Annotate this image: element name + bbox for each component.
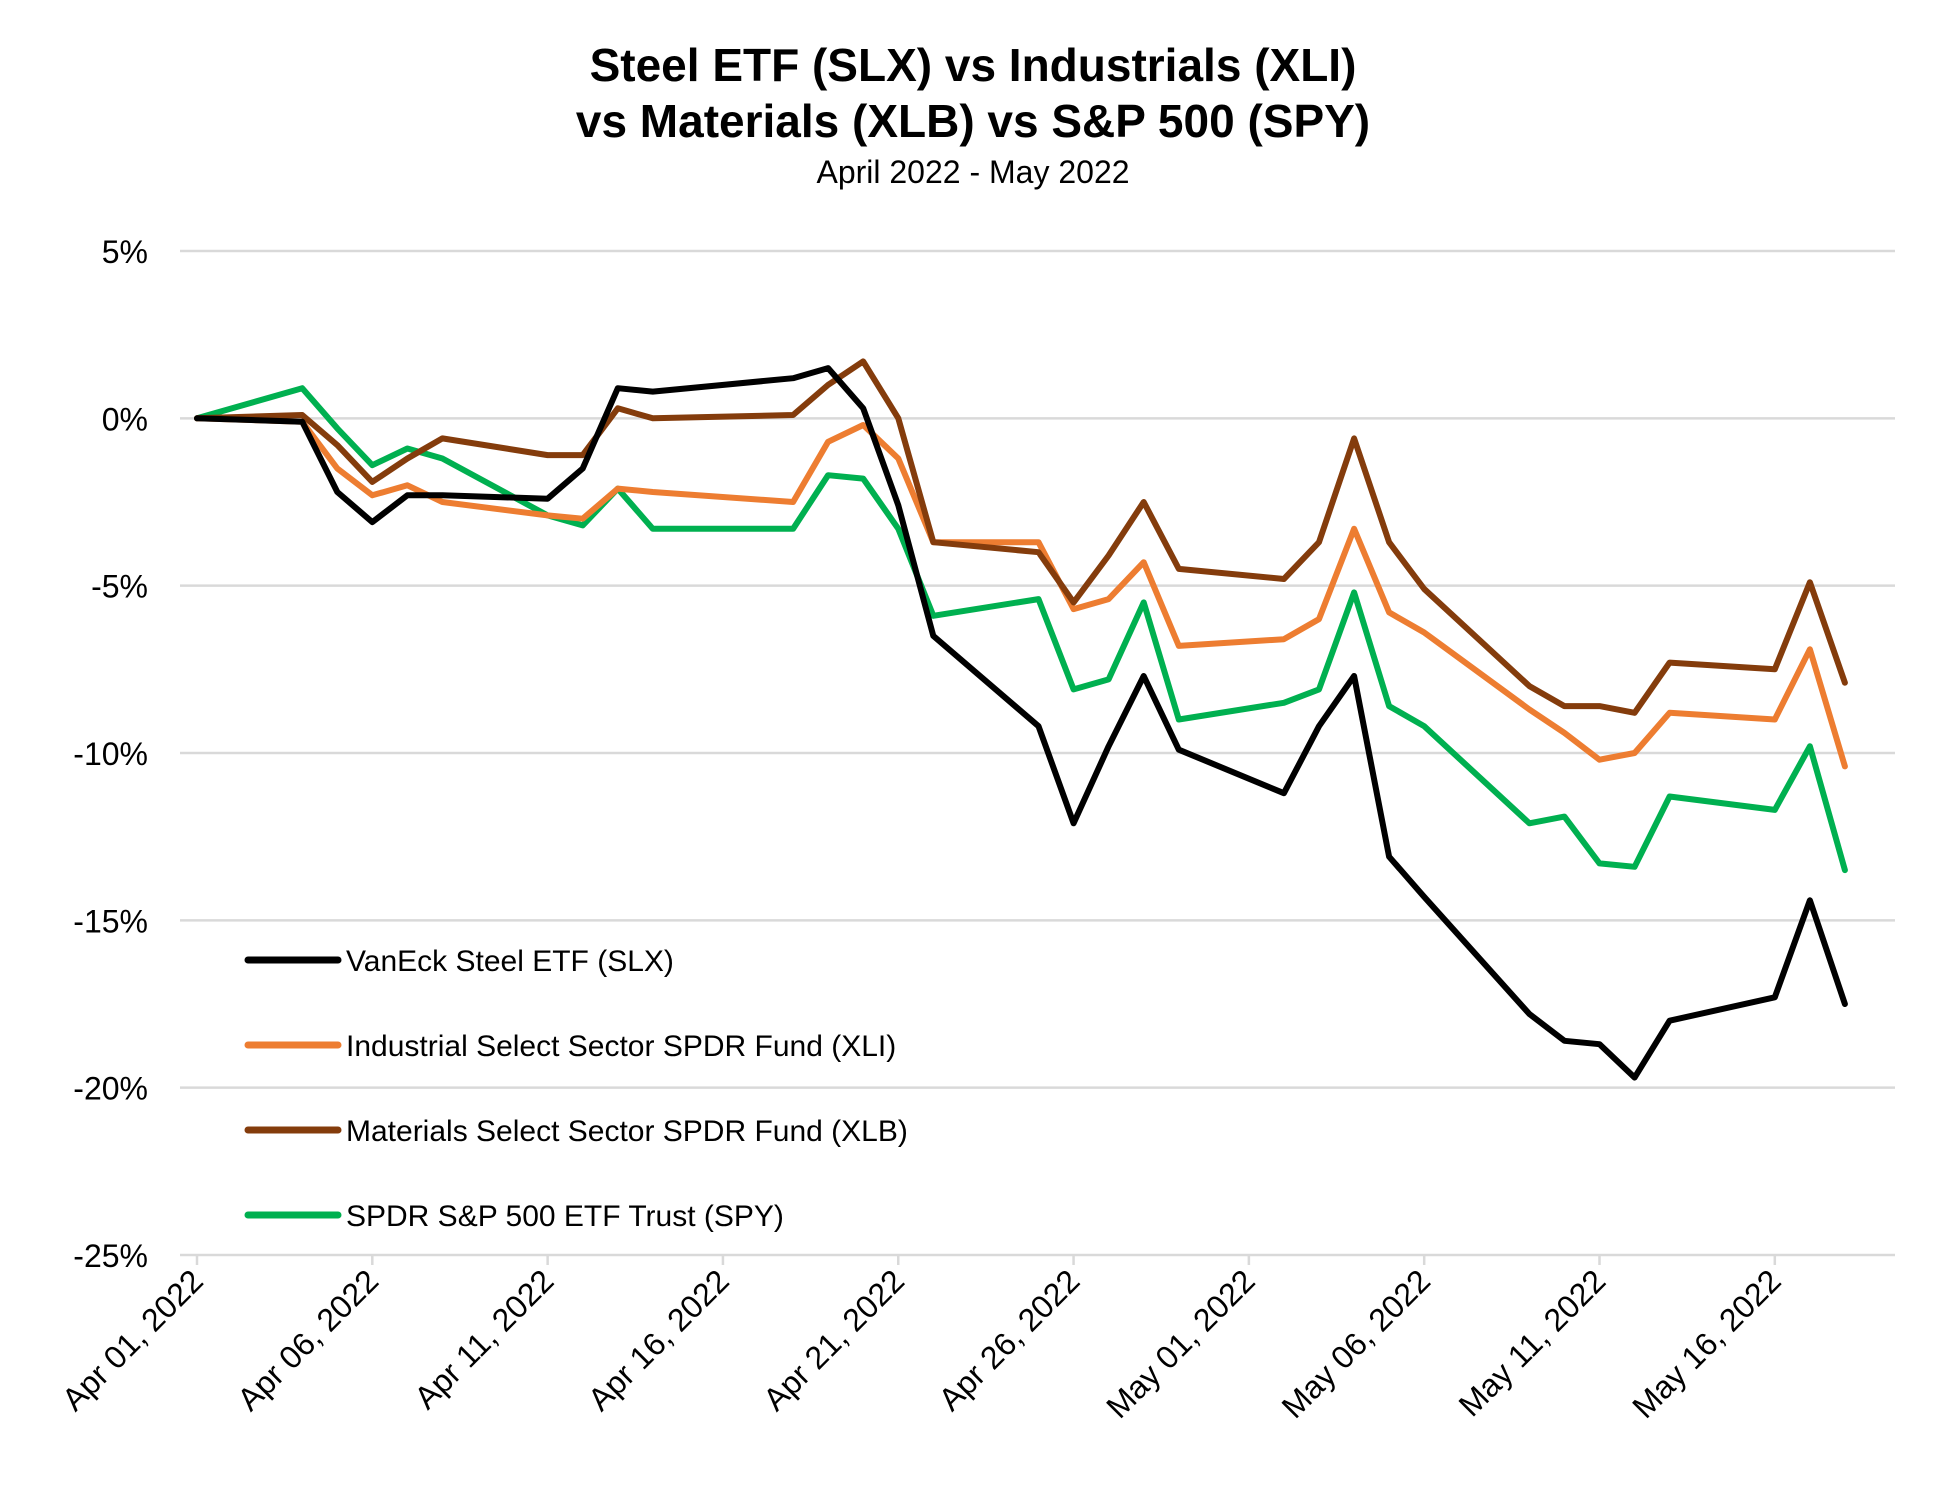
x-tick-label: Apr 06, 2022 <box>230 1262 385 1417</box>
x-tick-label: May 01, 2022 <box>1099 1262 1262 1425</box>
x-tick-label: Apr 16, 2022 <box>581 1262 736 1417</box>
legend-label: Industrial Select Sector SPDR Fund (XLI) <box>346 1030 896 1063</box>
legend: VanEck Steel ETF (SLX) Industrial Select … <box>244 945 908 1233</box>
x-tick-label: Apr 21, 2022 <box>756 1262 911 1417</box>
x-tick-label: May 16, 2022 <box>1625 1262 1788 1425</box>
legend-label: VanEck Steel ETF (SLX) <box>346 945 674 978</box>
y-tick-label: -5% <box>91 569 148 605</box>
y-tick-label: -25% <box>73 1238 148 1274</box>
gridlines <box>180 249 1895 1265</box>
y-tick-label: -10% <box>73 736 148 772</box>
y-tick-label: -15% <box>73 903 148 939</box>
series-line-1 <box>194 415 1848 770</box>
chart-title-line-1: Steel ETF (SLX) vs Industrials (XLI) <box>589 39 1357 91</box>
series-line-0 <box>194 365 1848 1081</box>
x-tick-label: May 11, 2022 <box>1452 1262 1613 1423</box>
series-line-2 <box>194 358 1848 716</box>
x-tick-label: May 06, 2022 <box>1275 1262 1438 1425</box>
y-tick-label: -20% <box>73 1071 148 1107</box>
chart-title-line-2: vs Materials (XLB) vs S&P 500 (SPY) <box>575 95 1371 147</box>
x-tick-label: Apr 26, 2022 <box>931 1262 1086 1417</box>
y-axis-tick-labels: 5% 0% -5% -10% -15% -20% -25% <box>73 234 148 1274</box>
series-lines <box>194 358 1848 1081</box>
legend-label: SPDR S&P 500 ETF Trust (SPY) <box>346 1200 784 1233</box>
x-axis-tick-labels: Apr 01, 2022 Apr 06, 2022 Apr 11, 2022 Apr … <box>55 1262 1788 1425</box>
y-tick-label: 5% <box>102 234 148 270</box>
y-tick-label: 0% <box>102 401 148 437</box>
chart-subtitle: April 2022 - May 2022 <box>816 154 1130 190</box>
series-line-3 <box>194 385 1848 874</box>
x-tick-label: Apr 01, 2022 <box>55 1262 210 1417</box>
legend-label: Materials Select Sector SPDR Fund (XLB) <box>346 1115 908 1148</box>
x-tick-label: Apr 11, 2022 <box>407 1262 560 1415</box>
